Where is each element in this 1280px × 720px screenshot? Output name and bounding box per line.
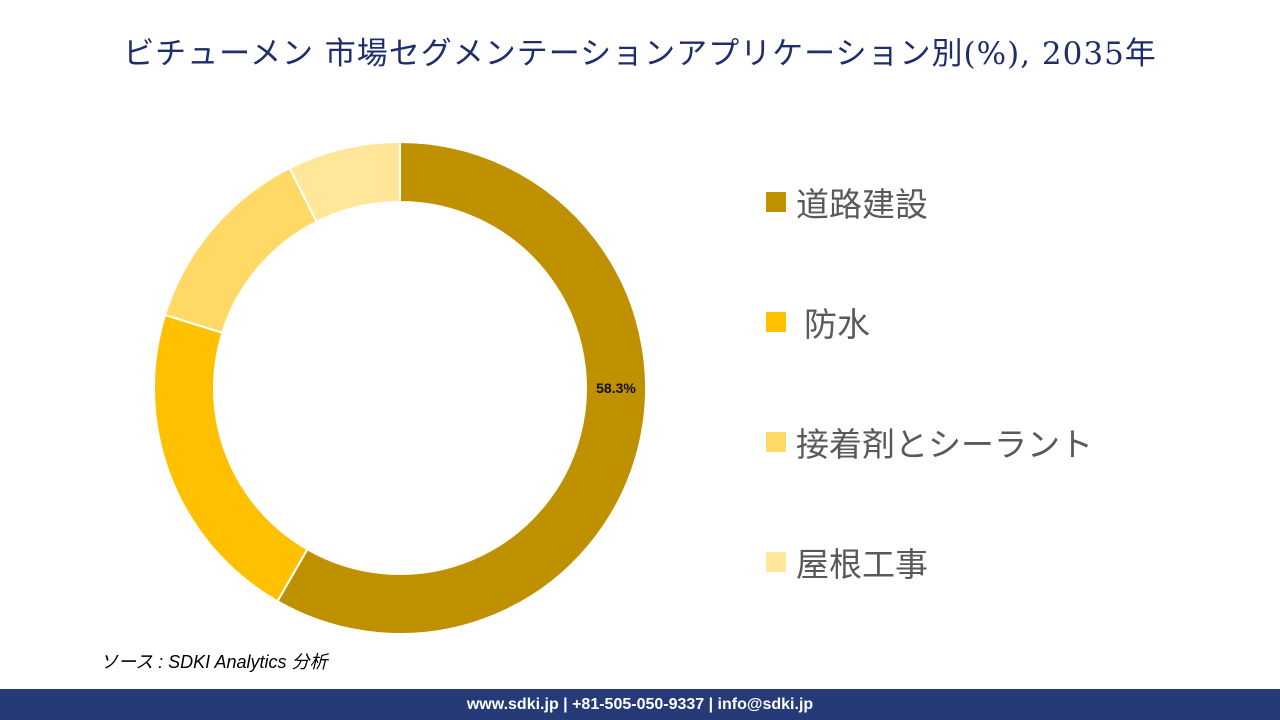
donut-slice-1: [153, 313, 309, 603]
legend-swatch: [766, 432, 786, 452]
legend-swatch: [766, 552, 786, 572]
source-note: ソース : SDKI Analytics 分析: [100, 652, 328, 672]
legend-swatch: [766, 312, 786, 332]
donut-chart: 58.3%: [153, 140, 647, 635]
footer-contact: www.sdki.jp | +81-505-050-9337 | info@sd…: [0, 689, 1280, 720]
legend-label: 防水: [804, 305, 870, 344]
legend-swatch: [766, 192, 786, 212]
legend-label: 道路建設: [796, 185, 928, 224]
legend-item-road: 道路建設: [766, 178, 928, 226]
legend-item-waterproofing: 防水: [766, 298, 870, 346]
chart-title: ビチューメン 市場セグメンテーションアプリケーション別(%), 2035年: [123, 36, 1157, 72]
donut-slice-3: [288, 140, 401, 224]
legend-item-roofing: 屋根工事: [766, 538, 928, 586]
donut-slice-2: [163, 166, 318, 335]
data-label-0: 58.3%: [596, 380, 636, 396]
legend-label: 接着剤とシーラント: [796, 425, 1093, 464]
legend-label: 屋根工事: [796, 545, 928, 584]
legend-item-adhesives: 接着剤とシーラント: [766, 418, 1093, 466]
donut-slice-0: [276, 140, 647, 635]
